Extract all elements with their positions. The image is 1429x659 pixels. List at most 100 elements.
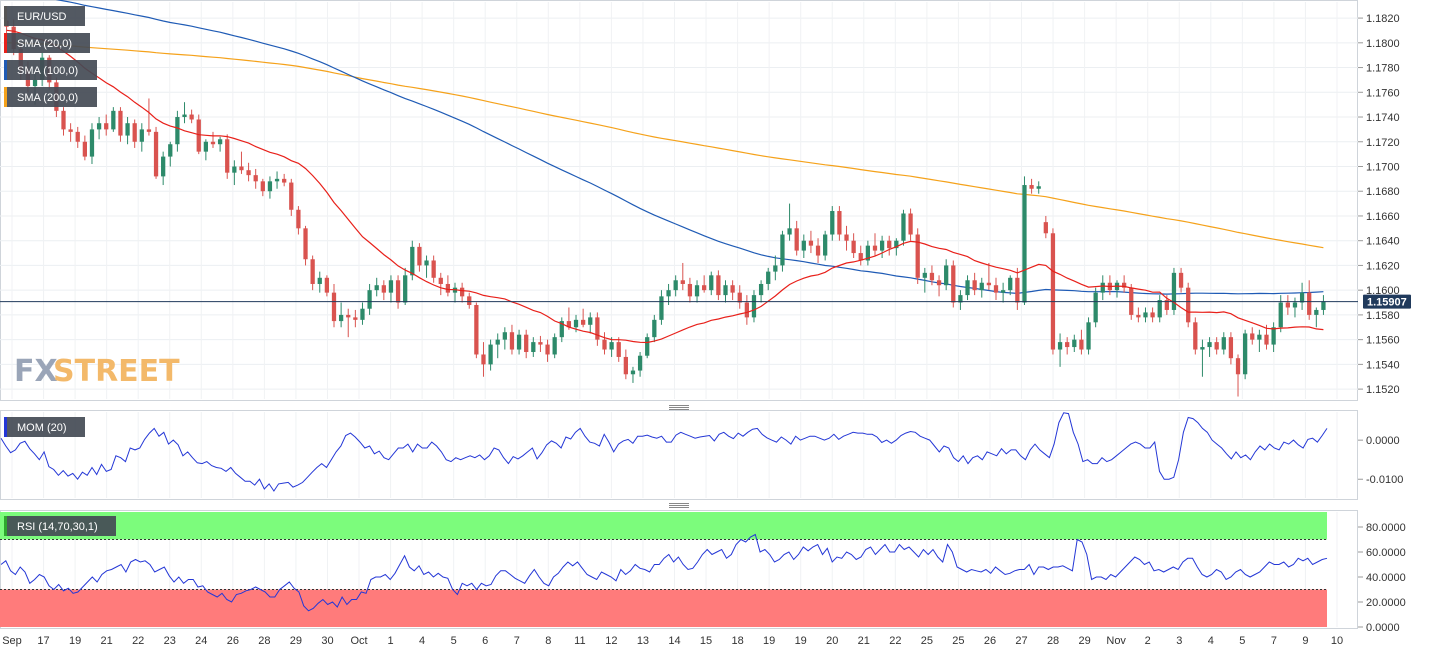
- sma-200-line: [6, 42, 1324, 249]
- candle-body: [986, 282, 992, 286]
- candle: [1029, 178, 1034, 194]
- candle-body: [730, 285, 735, 293]
- legend-item[interactable]: SMA (200,0): [4, 87, 97, 107]
- candle: [217, 136, 223, 152]
- candle-body: [908, 213, 913, 235]
- candle: [602, 332, 607, 355]
- candle-body: [1314, 309, 1319, 315]
- legend-item[interactable]: SMA (100,0): [4, 60, 97, 80]
- mom-path: [0, 412, 1328, 492]
- watermark-fx: FX: [14, 354, 58, 389]
- candle-body: [1214, 342, 1219, 350]
- candle-body: [1178, 272, 1184, 288]
- candle-body: [1022, 185, 1027, 303]
- candle-body: [61, 110, 66, 130]
- price-tick-label: 1.1660: [1366, 211, 1400, 223]
- candle: [303, 225, 308, 266]
- candle-body: [1072, 339, 1077, 348]
- candle-body: [1243, 333, 1248, 375]
- candle: [645, 333, 650, 359]
- candle-body: [196, 119, 201, 152]
- candle: [132, 119, 137, 148]
- candle-body: [531, 342, 536, 353]
- candle: [936, 275, 942, 297]
- candle: [915, 228, 920, 284]
- candle: [1136, 307, 1141, 323]
- candle: [858, 245, 863, 266]
- candle-body: [1285, 302, 1290, 308]
- candle: [395, 275, 401, 309]
- rsi-legend[interactable]: RSI (14,70,30,1): [4, 516, 116, 536]
- candle-body: [815, 245, 821, 256]
- candle-body: [951, 265, 956, 303]
- candle: [1221, 332, 1226, 355]
- candle: [929, 265, 935, 286]
- candle: [801, 234, 806, 259]
- candle: [1036, 181, 1041, 194]
- candle: [1186, 282, 1191, 328]
- time-tick-label: 5: [451, 635, 457, 647]
- candle-body: [766, 271, 771, 284]
- candle: [531, 337, 536, 357]
- candle: [687, 277, 693, 303]
- panel-divider-handle[interactable]: [669, 405, 689, 410]
- candle: [922, 267, 927, 293]
- rsi-overbought-zone: [0, 512, 1327, 540]
- candle-body: [1186, 287, 1191, 323]
- candle: [581, 308, 586, 328]
- price-tick-label: 1.1520: [1366, 384, 1400, 396]
- candle-body: [182, 114, 187, 118]
- mom-legend[interactable]: MOM (20): [4, 417, 85, 437]
- time-tick-label: 23: [164, 635, 176, 647]
- candle-body: [922, 272, 927, 278]
- candle: [317, 271, 322, 293]
- candle-body: [538, 342, 543, 345]
- candle-body: [1100, 282, 1105, 293]
- legend-item[interactable]: EUR/USD: [4, 6, 85, 26]
- time-tick-label: 26: [227, 635, 239, 647]
- candle-body: [709, 275, 714, 291]
- candle-body: [623, 356, 628, 375]
- candle: [1143, 307, 1148, 323]
- candle: [153, 126, 159, 179]
- mom-axis: 0.0000 -0.0100: [1358, 435, 1403, 486]
- candle: [780, 230, 785, 272]
- candle-body: [431, 260, 436, 278]
- rsi-tick-label: 40.0000: [1366, 572, 1406, 584]
- candle: [680, 262, 685, 291]
- candle: [89, 123, 95, 165]
- candle-body: [1036, 186, 1041, 189]
- candle-body: [694, 285, 700, 297]
- candle-body: [338, 314, 344, 322]
- candle-body: [296, 209, 301, 229]
- candle: [616, 337, 621, 362]
- legend-item[interactable]: SMA (20,0): [4, 33, 90, 53]
- candle: [1214, 337, 1219, 355]
- candle: [1065, 337, 1070, 355]
- mom-tick-label: -0.0100: [1366, 474, 1403, 486]
- candle-body: [246, 170, 251, 176]
- candle: [837, 206, 842, 241]
- candle: [1072, 334, 1077, 353]
- rsi-tick-label: 60.0000: [1366, 547, 1406, 559]
- time-tick-label: 17: [37, 635, 49, 647]
- candle: [637, 352, 643, 377]
- time-tick-label: 7: [1271, 635, 1277, 647]
- candle-body: [666, 290, 671, 297]
- candle-body: [673, 280, 678, 291]
- candle-body: [153, 131, 159, 177]
- candle: [1228, 332, 1234, 365]
- candle: [1079, 329, 1084, 355]
- candle: [844, 225, 849, 251]
- candle-body: [217, 139, 223, 145]
- candle: [509, 324, 515, 355]
- panel-divider-handle[interactable]: [669, 503, 689, 508]
- time-tick-label: 7: [514, 635, 520, 647]
- candle: [979, 277, 984, 298]
- candle: [246, 162, 251, 182]
- price-axis: 1.1820 1.1800 1.1780 1.1760 1.1740 1.1720 1.17…: [1358, 13, 1400, 396]
- candle-body: [417, 246, 422, 266]
- candle: [232, 160, 237, 186]
- candle: [474, 302, 479, 359]
- candle: [260, 178, 265, 197]
